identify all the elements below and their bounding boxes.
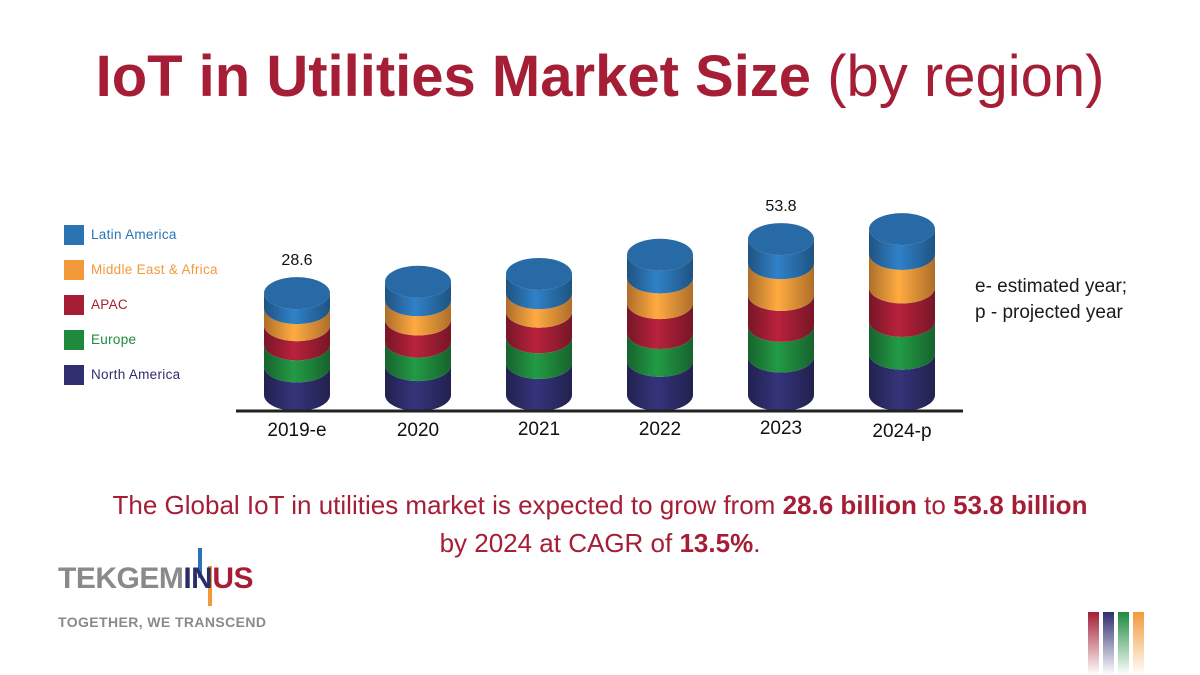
legend-label: Latin America — [91, 227, 177, 242]
bar-top-cap — [506, 257, 572, 290]
bar-segment — [627, 303, 693, 350]
summary-part3: by 2024 at CAGR of — [439, 528, 680, 558]
bar-segment — [264, 308, 330, 342]
legend-label: Middle East & Africa — [91, 262, 218, 277]
bar-segment — [748, 263, 814, 311]
bar-segment — [748, 356, 814, 411]
title-main: IoT in Utilities Market Size — [95, 44, 812, 109]
logo-text-3: US — [212, 562, 254, 595]
summary-cagr: 13.5% — [679, 528, 754, 558]
bar-segment — [385, 300, 451, 336]
summary-line-1: The Global IoT in utilities market is ex… — [0, 486, 1200, 524]
bar-segment — [869, 254, 935, 304]
bar-segment — [869, 320, 935, 370]
bar-segment — [506, 273, 572, 310]
corner-bar — [1103, 612, 1114, 675]
bar-segment — [627, 360, 693, 411]
corner-decoration — [1088, 612, 1150, 675]
legend-swatch — [64, 225, 84, 245]
bar-segment — [264, 366, 330, 411]
x-tick-label: 2023 — [760, 418, 802, 439]
corner-bar — [1133, 612, 1144, 675]
bar-segment — [264, 325, 330, 361]
bar-segment — [264, 293, 330, 325]
bar-segment — [264, 344, 330, 383]
x-tick-label: 2019-e — [267, 420, 326, 441]
bar-segment — [748, 239, 814, 280]
bar-segment — [627, 277, 693, 320]
title-suffix: (by region) — [827, 44, 1105, 109]
x-tick-label: 2020 — [397, 420, 439, 441]
data-label: 28.6 — [281, 252, 312, 269]
note-projected: p - projected year — [975, 302, 1123, 323]
summary-text: The Global IoT in utilities market is ex… — [0, 486, 1200, 562]
summary-line-2: by 2024 at CAGR of 13.5%. — [0, 524, 1200, 562]
company-logo: TEKGEMINUS — [58, 548, 318, 638]
bar-segment — [506, 337, 572, 379]
legend-swatch — [64, 295, 84, 315]
bar-segment — [869, 287, 935, 337]
bar-segment — [385, 281, 451, 317]
bar-top-cap — [385, 265, 451, 298]
logo-text-1: TEKGEM — [58, 562, 184, 595]
legend-swatch — [64, 260, 84, 280]
x-tick-label: 2024-p — [872, 421, 931, 442]
summary-part4: . — [753, 528, 761, 558]
year-legend-note: e- estimated year; p - projected year — [975, 274, 1127, 326]
bar-segment — [385, 365, 451, 411]
bar-segment — [748, 294, 814, 342]
bar-top-cap — [869, 213, 935, 246]
bar-segment — [506, 362, 572, 411]
logo-wordmark: TEKGEMINUS — [58, 562, 254, 596]
note-estimated: e- estimated year; — [975, 276, 1128, 297]
bar-segment — [506, 311, 572, 354]
bar-top-cap — [264, 277, 330, 310]
legend-label: Europe — [91, 332, 137, 347]
logo-tagline: TOGETHER, WE TRANSCEND — [58, 614, 267, 630]
bar-segment — [869, 353, 935, 411]
bar-segment — [506, 293, 572, 328]
bar-segment — [385, 319, 451, 358]
page-title: IoT in Utilities Market Size (by region) — [0, 42, 1200, 112]
summary-part1: The Global IoT in utilities market is ex… — [112, 490, 783, 520]
bar-segment — [869, 229, 935, 271]
data-label: 53.8 — [765, 198, 796, 215]
x-tick-label: 2022 — [639, 419, 681, 440]
legend-label: APAC — [91, 297, 128, 312]
summary-value2: 53.8 billion — [953, 490, 1088, 520]
legend-swatch — [64, 365, 84, 385]
bar-segment — [748, 325, 814, 373]
logo-text-2: IN — [183, 562, 213, 595]
summary-part2: to — [916, 490, 954, 520]
summary-value1: 28.6 billion — [782, 490, 917, 520]
corner-bar — [1088, 612, 1099, 675]
bar-segment — [385, 341, 451, 382]
bar-segment — [627, 333, 693, 377]
legend-swatch — [64, 330, 84, 350]
bar-top-cap — [748, 223, 814, 256]
bar-segment — [627, 254, 693, 294]
logo-bar-orange — [208, 566, 212, 606]
logo-bar-blue — [198, 548, 202, 578]
bar-top-cap — [627, 238, 693, 271]
corner-bar — [1118, 612, 1129, 675]
x-tick-label: 2021 — [518, 419, 560, 440]
legend-label: North America — [91, 367, 181, 382]
